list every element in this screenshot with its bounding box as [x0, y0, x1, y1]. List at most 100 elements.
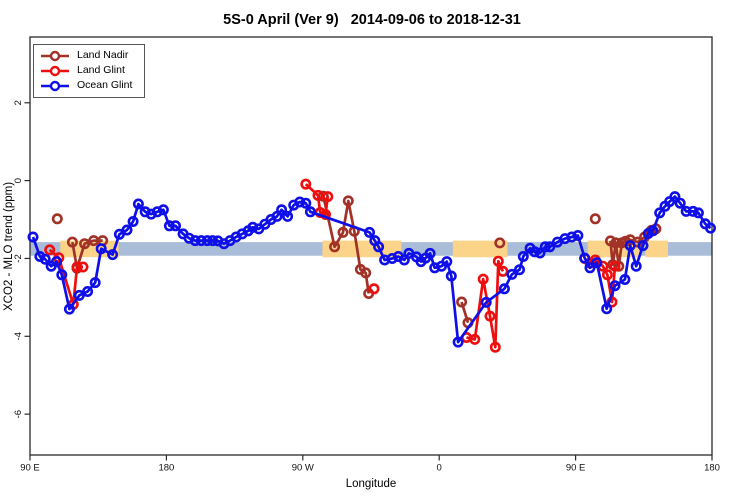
- data-point-land-nadir: [610, 237, 622, 249]
- data-point-ocean-glint: [572, 230, 584, 242]
- data-point-ocean-glint: [34, 251, 46, 263]
- data-point-ocean-glint: [539, 241, 551, 253]
- data-point-ocean-glint: [145, 208, 157, 220]
- legend-item-ocean-glint: Ocean Glint: [40, 78, 132, 93]
- data-point-ocean-glint: [424, 247, 436, 259]
- data-point-ocean-glint: [674, 197, 686, 209]
- data-point-ocean-glint: [601, 303, 613, 315]
- data-point-ocean-glint: [207, 235, 219, 247]
- data-point-ocean-glint: [363, 226, 375, 238]
- data-point-land-glint: [77, 261, 89, 273]
- x-tick-label: 180: [158, 463, 174, 474]
- data-point-land-nadir: [604, 235, 616, 247]
- data-point-ocean-glint: [151, 206, 163, 218]
- reference-band-orange-segment: [645, 240, 669, 258]
- data-point-land-glint: [601, 269, 613, 281]
- data-point-ocean-glint: [534, 247, 546, 259]
- y-tick-label: -4: [13, 332, 24, 340]
- x-tick-label: 90 E: [20, 463, 40, 474]
- data-point-ocean-glint: [189, 235, 201, 247]
- data-point-land-nadir: [589, 213, 601, 225]
- data-point-ocean-glint: [637, 240, 649, 252]
- data-point-land-glint: [477, 273, 489, 285]
- y-tick-label: -2: [13, 254, 24, 262]
- series-line-land-glint: [466, 259, 505, 349]
- chart-title: 5S-0 April (Ver 9) 2014-09-06 to 2018-12…: [223, 12, 521, 28]
- data-point-land-nadir: [360, 267, 372, 279]
- data-point-land-glint: [312, 189, 324, 201]
- data-point-ocean-glint: [373, 241, 385, 253]
- data-point-ocean-glint: [304, 206, 316, 218]
- data-point-ocean-glint: [163, 220, 175, 232]
- legend-item-land-glint: Land Glint: [40, 63, 132, 78]
- data-point-ocean-glint: [669, 191, 681, 203]
- data-point-land-nadir: [456, 296, 468, 308]
- data-point-ocean-glint: [654, 207, 666, 219]
- data-point-land-nadir: [494, 237, 506, 249]
- data-point-ocean-glint: [247, 221, 259, 233]
- data-point-ocean-glint: [529, 246, 541, 258]
- y-tick-label: 0: [13, 178, 24, 183]
- data-point-ocean-glint: [445, 270, 457, 282]
- data-point-ocean-glint: [566, 231, 578, 243]
- data-point-ocean-glint: [680, 205, 692, 217]
- data-point-ocean-glint: [513, 264, 525, 276]
- data-point-ocean-glint: [95, 243, 107, 255]
- legend-label: Land Glint: [77, 64, 125, 76]
- data-point-land-nadir: [66, 236, 78, 248]
- series-line-land-glint: [304, 183, 330, 216]
- data-point-land-glint: [322, 191, 334, 203]
- data-point-ocean-glint: [647, 225, 659, 237]
- reference-band-orange-segment: [452, 240, 508, 258]
- x-axis-label: Longitude: [345, 478, 397, 490]
- data-point-ocean-glint: [480, 296, 492, 308]
- data-point-land-glint: [300, 178, 312, 190]
- data-point-land-glint: [44, 244, 56, 256]
- x-tick-label: 180: [704, 463, 720, 474]
- data-point-land-nadir: [329, 241, 341, 253]
- data-point-ocean-glint: [506, 268, 518, 280]
- data-point-ocean-glint: [609, 280, 621, 292]
- data-point-ocean-glint: [687, 205, 699, 217]
- x-tick-label: 0: [437, 463, 442, 474]
- data-point-ocean-glint: [73, 289, 85, 301]
- data-point-land-nadir: [337, 226, 349, 238]
- data-point-ocean-glint: [282, 210, 294, 222]
- data-point-ocean-glint: [630, 260, 642, 272]
- data-point-ocean-glint: [498, 283, 510, 295]
- x-tick-label: 90 E: [566, 463, 586, 474]
- data-point-ocean-glint: [201, 235, 213, 247]
- data-point-land-glint: [497, 265, 509, 277]
- x-tick-label: 90 W: [292, 463, 314, 474]
- data-point-land-glint: [469, 333, 481, 345]
- data-point-ocean-glint: [619, 273, 631, 285]
- data-point-ocean-glint: [170, 220, 182, 232]
- land-nadir-marker-icon: [41, 50, 69, 61]
- data-point-ocean-glint: [704, 222, 716, 234]
- data-point-land-glint: [609, 260, 621, 272]
- legend: Land Nadir Land Glint Ocean Glint: [33, 44, 146, 98]
- series-line-ocean-glint: [31, 195, 712, 344]
- data-point-ocean-glint: [294, 196, 306, 208]
- data-point-ocean-glint: [579, 252, 591, 264]
- data-point-ocean-glint: [195, 235, 207, 247]
- data-point-ocean-glint: [386, 253, 398, 265]
- data-point-ocean-glint: [692, 207, 704, 219]
- data-point-ocean-glint: [276, 204, 288, 216]
- data-point-ocean-glint: [27, 231, 39, 243]
- legend-label: Ocean Glint: [77, 79, 133, 91]
- data-point-ocean-glint: [63, 303, 75, 315]
- data-point-land-glint: [492, 255, 504, 267]
- data-point-ocean-glint: [127, 216, 139, 228]
- data-point-ocean-glint: [300, 197, 312, 209]
- data-point-land-nadir: [342, 195, 354, 207]
- data-point-ocean-glint: [452, 336, 464, 348]
- data-point-ocean-glint: [139, 206, 151, 218]
- data-point-ocean-glint: [107, 249, 119, 261]
- y-tick-label: -6: [13, 410, 24, 418]
- data-point-ocean-glint: [157, 204, 169, 216]
- legend-item-land-nadir: Land Nadir: [40, 48, 132, 63]
- data-point-land-nadir: [51, 213, 63, 225]
